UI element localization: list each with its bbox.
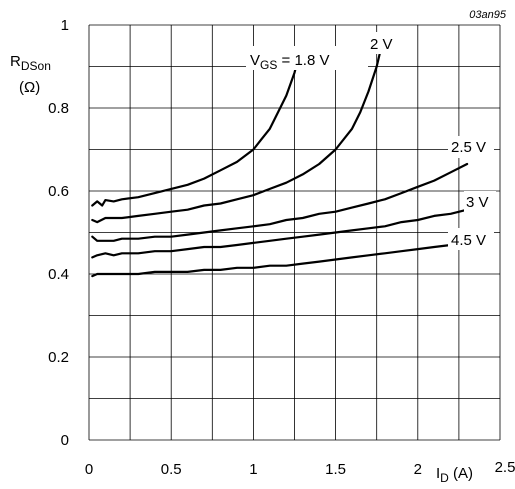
y-tick-label: 1	[61, 17, 69, 34]
y-axis-label: RDSon	[10, 53, 51, 73]
curve-series-4	[92, 245, 450, 276]
y-tick-label: 0.8	[48, 100, 69, 117]
curve-label-4-5v: 4.5 V	[451, 232, 486, 249]
y-tick-label: 0.2	[48, 349, 69, 366]
curve-series-0	[92, 54, 299, 206]
curve-label-2v: 2 V	[370, 36, 393, 53]
x-tick-label: 0	[85, 461, 93, 478]
curves	[92, 46, 467, 276]
x-tick-label: 2.5	[495, 459, 515, 476]
y-tick-labels: 0 0.2 0.4 0.6 0.8 1	[48, 17, 69, 449]
curve-series-2	[92, 164, 467, 241]
x-axis-label: ID (A)	[436, 465, 473, 485]
x-tick-label: 1	[249, 461, 257, 478]
curve-label-2-5v: 2.5 V	[451, 139, 486, 156]
y-tick-label: 0	[61, 432, 69, 449]
figure-code: 03an95	[469, 9, 507, 21]
x-tick-label: 0.5	[161, 461, 182, 478]
y-tick-label: 0.4	[48, 266, 69, 283]
y-tick-label: 0.6	[48, 183, 69, 200]
y-axis-unit: (Ω)	[19, 79, 40, 96]
curve-series-1	[92, 46, 381, 222]
curve-label-3v: 3 V	[466, 194, 489, 211]
grid	[89, 25, 500, 440]
x-tick-label: 1.5	[325, 461, 346, 478]
x-tick-label: 2	[414, 461, 422, 478]
